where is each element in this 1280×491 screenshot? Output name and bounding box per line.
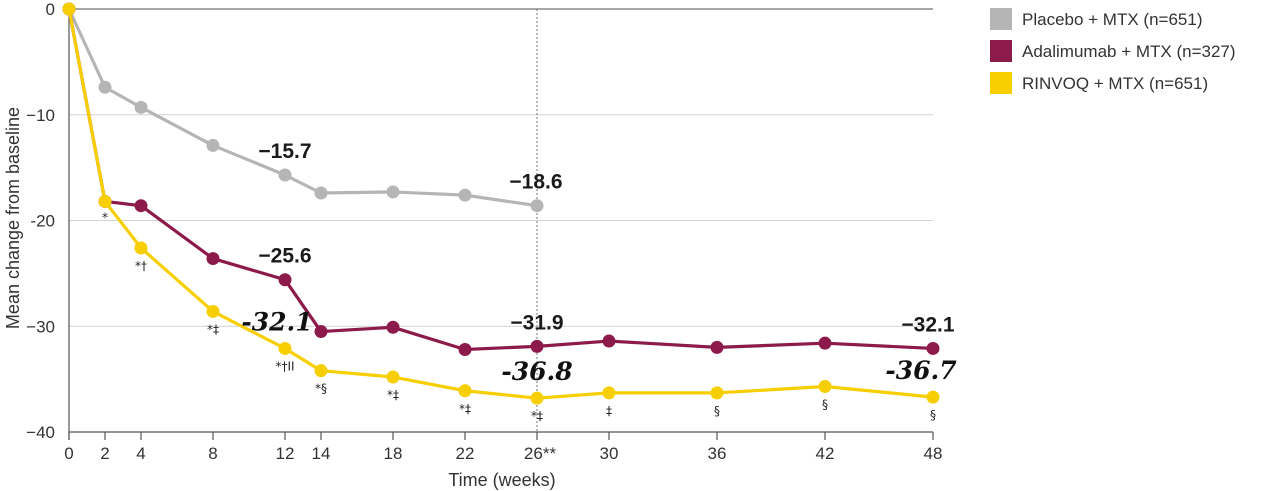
series-lines bbox=[62, 2, 940, 405]
x-tick-label: 42 bbox=[816, 444, 835, 463]
data-point bbox=[206, 138, 220, 152]
data-point bbox=[602, 334, 616, 348]
data-point bbox=[458, 384, 472, 398]
x-tick-label: 36 bbox=[708, 444, 727, 463]
y-tick-label: −40 bbox=[26, 423, 55, 442]
significance-mark: *†II bbox=[275, 359, 294, 373]
significance-mark: *† bbox=[135, 259, 147, 273]
significance-mark: ‡ bbox=[606, 404, 612, 418]
significance-mark: § bbox=[930, 408, 936, 422]
x-tick-label: 30 bbox=[600, 444, 619, 463]
data-point bbox=[710, 386, 724, 400]
data-point bbox=[818, 336, 832, 350]
data-point bbox=[530, 391, 544, 405]
data-point bbox=[98, 194, 112, 208]
data-label: −18.6 bbox=[509, 171, 562, 194]
data-point bbox=[818, 380, 832, 394]
data-label: −15.7 bbox=[258, 140, 311, 163]
data-point bbox=[458, 188, 472, 202]
data-point bbox=[710, 340, 724, 354]
legend: Placebo + MTX (n=651) Adalimumab + MTX (n… bbox=[990, 8, 1236, 94]
x-tick-label: 2 bbox=[100, 444, 109, 463]
data-point bbox=[314, 364, 328, 378]
y-tick-label: −10 bbox=[26, 106, 55, 125]
data-point bbox=[386, 185, 400, 199]
data-labels: −15.7 −18.6 −25.6 −31.9 −32.1 -32.1 -36.8 -36.7 bbox=[241, 140, 957, 386]
x-tick-label: 18 bbox=[384, 444, 403, 463]
data-point bbox=[530, 199, 544, 213]
data-point bbox=[206, 304, 220, 318]
significance-marks: * *† *‡ *†II *§ *‡ *‡ *‡ ‡ § § § bbox=[102, 210, 936, 423]
x-tick-label: 22 bbox=[456, 444, 475, 463]
significance-mark: *‡ bbox=[459, 402, 471, 416]
data-label: -36.7 bbox=[885, 356, 957, 385]
x-tick-label: 14 bbox=[312, 444, 331, 463]
significance-mark: § bbox=[822, 398, 828, 412]
data-point bbox=[278, 273, 292, 287]
data-point bbox=[386, 320, 400, 334]
data-point bbox=[134, 241, 148, 255]
x-tick-label: 48 bbox=[924, 444, 943, 463]
data-label: -32.1 bbox=[241, 307, 312, 336]
legend-swatch bbox=[990, 8, 1012, 30]
data-point bbox=[62, 2, 76, 16]
legend-label: RINVOQ + MTX (n=651) bbox=[1022, 74, 1208, 93]
legend-label: Adalimumab + MTX (n=327) bbox=[1022, 42, 1236, 61]
significance-mark: * bbox=[102, 210, 108, 224]
x-tick-label: 8 bbox=[208, 444, 217, 463]
x-tick-label: 4 bbox=[136, 444, 145, 463]
data-point bbox=[926, 390, 940, 404]
y-tick-label: -20 bbox=[30, 212, 55, 231]
data-point bbox=[530, 339, 544, 353]
data-point bbox=[314, 186, 328, 200]
significance-mark: *‡ bbox=[531, 409, 543, 423]
data-point bbox=[314, 325, 328, 339]
data-point bbox=[386, 370, 400, 384]
data-point bbox=[98, 80, 112, 94]
data-label: −25.6 bbox=[258, 245, 311, 268]
significance-mark: *‡ bbox=[387, 388, 399, 402]
data-label: −32.1 bbox=[901, 313, 954, 336]
significance-mark: *‡ bbox=[207, 322, 219, 336]
x-tick-label: 12 bbox=[276, 444, 295, 463]
data-point bbox=[134, 100, 148, 114]
data-point bbox=[206, 252, 220, 266]
y-axis-title: Mean change from baseline bbox=[3, 107, 23, 329]
data-point bbox=[278, 168, 292, 182]
data-label: -36.8 bbox=[501, 357, 572, 386]
data-point bbox=[926, 341, 940, 355]
significance-mark: *§ bbox=[315, 382, 327, 396]
series-line-3 bbox=[67, 8, 934, 400]
data-point bbox=[602, 386, 616, 400]
x-tick-label: 0 bbox=[64, 444, 73, 463]
y-tick-label: 0 bbox=[46, 0, 55, 19]
data-point bbox=[458, 343, 472, 357]
data-label: −31.9 bbox=[510, 311, 563, 334]
data-point bbox=[134, 199, 148, 213]
axes: 0−10-20−30−400 2 4 8 12 14 18 22 26** 30 36 42 48Tim… bbox=[3, 0, 942, 490]
significance-mark: § bbox=[714, 404, 720, 418]
y-tick-label: −30 bbox=[26, 317, 55, 336]
legend-swatch bbox=[990, 40, 1012, 62]
x-axis-title: Time (weeks) bbox=[448, 470, 555, 490]
x-tick-label: 26** bbox=[524, 444, 557, 463]
legend-label: Placebo + MTX (n=651) bbox=[1022, 10, 1202, 29]
data-point bbox=[278, 341, 292, 355]
legend-swatch bbox=[990, 72, 1012, 94]
